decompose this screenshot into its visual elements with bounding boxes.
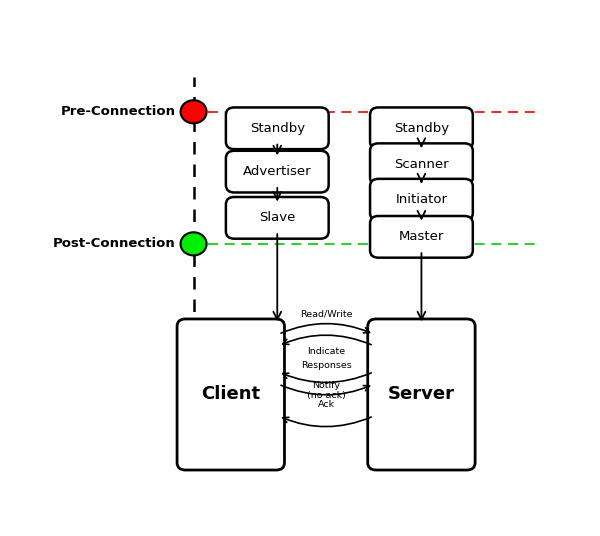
Circle shape [181,232,206,256]
Text: Notify
(no ack): Notify (no ack) [307,381,346,400]
Text: Standby: Standby [394,122,449,135]
FancyBboxPatch shape [226,151,329,192]
Text: Slave: Slave [259,211,295,225]
FancyBboxPatch shape [370,107,473,149]
FancyBboxPatch shape [370,143,473,185]
Text: Pre-Connection: Pre-Connection [61,105,176,118]
Text: Initiator: Initiator [395,193,448,206]
Text: Post-Connection: Post-Connection [53,237,176,250]
FancyBboxPatch shape [370,216,473,258]
FancyBboxPatch shape [226,197,329,239]
Text: Indicate: Indicate [307,347,345,356]
Text: Read/Write: Read/Write [300,310,352,318]
Text: Advertiser: Advertiser [243,165,311,178]
Text: Standby: Standby [250,122,305,135]
FancyBboxPatch shape [226,107,329,149]
Text: Client: Client [201,385,260,404]
Text: Master: Master [399,230,444,243]
FancyBboxPatch shape [368,319,475,470]
Text: Responses: Responses [301,361,352,370]
Text: Ack: Ack [317,400,335,409]
Text: Scanner: Scanner [394,158,449,170]
Circle shape [181,100,206,123]
FancyBboxPatch shape [370,179,473,220]
FancyBboxPatch shape [177,319,284,470]
Text: Server: Server [388,385,455,404]
